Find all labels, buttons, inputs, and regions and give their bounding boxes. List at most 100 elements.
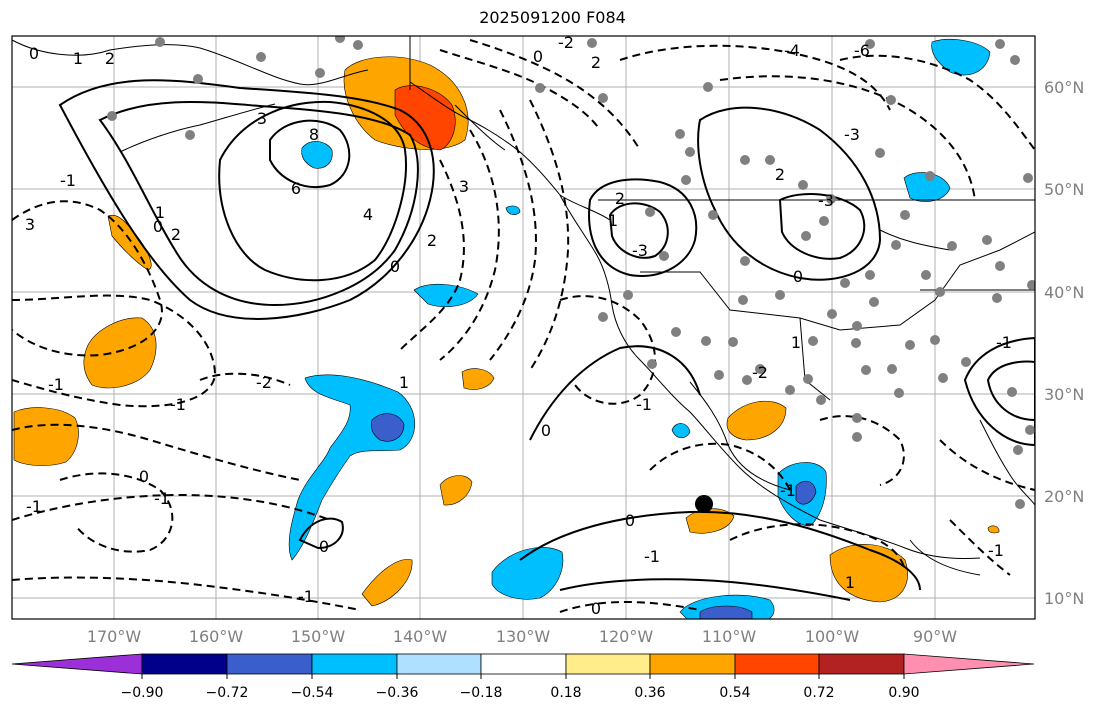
anomaly-caribbean bbox=[987, 525, 1000, 534]
contour-label: 0 bbox=[139, 467, 149, 486]
contour-label: 2 bbox=[171, 225, 181, 244]
colorbar-ticks bbox=[141, 674, 905, 679]
longitude-axis: 170°W 160°W 150°W 140°W 130°W 120°W 110°… bbox=[87, 627, 957, 646]
positive-anomaly-regions bbox=[13, 56, 1000, 607]
contour-label: 0 bbox=[533, 47, 543, 66]
contour-label: -1 bbox=[60, 171, 76, 190]
colorbar-segment bbox=[818, 653, 905, 675]
anomaly-great-lakes-north bbox=[903, 172, 951, 202]
contour-label: 2 bbox=[591, 53, 601, 72]
contour-label: -2 bbox=[256, 373, 272, 392]
anomaly-northeast-corner bbox=[931, 38, 991, 76]
colorbar-segment bbox=[734, 653, 820, 675]
contour-label: -6 bbox=[854, 41, 870, 60]
anomaly-pacific-small bbox=[413, 283, 479, 307]
anomaly-east-pacific bbox=[671, 423, 691, 439]
lon-label: 150°W bbox=[291, 627, 346, 646]
contour-label: 3 bbox=[257, 109, 267, 128]
anomaly-pacific-tiny bbox=[505, 205, 521, 215]
anomaly-mexico-interior bbox=[726, 400, 787, 441]
contour-label: -1 bbox=[170, 395, 186, 414]
lon-label: 170°W bbox=[87, 627, 142, 646]
contour-label: -1 bbox=[26, 497, 42, 516]
lon-label: 110°W bbox=[702, 627, 757, 646]
contour-label: 0 bbox=[390, 257, 400, 276]
map-title: 2025091200 F084 bbox=[479, 8, 626, 27]
contour-label: -1 bbox=[298, 587, 314, 606]
colorbar-tick-label: −0.54 bbox=[291, 685, 334, 701]
colorbar-segment bbox=[480, 653, 567, 675]
anomaly-subtropics-south bbox=[491, 547, 564, 600]
contour-label: -1 bbox=[636, 395, 652, 414]
contour-label: 1 bbox=[845, 573, 855, 592]
gridlines bbox=[12, 36, 1035, 619]
lat-label: 60°N bbox=[1044, 78, 1084, 97]
contour-label: 1 bbox=[608, 211, 618, 230]
storm-position-marker bbox=[695, 495, 713, 513]
contour-label: 3 bbox=[25, 215, 35, 234]
contour-label: 2 bbox=[427, 231, 437, 250]
colorbar-segment bbox=[649, 653, 736, 675]
colorbar-segment bbox=[396, 653, 482, 675]
colorbar-tick-label: 0.90 bbox=[888, 685, 919, 701]
lat-label: 30°N bbox=[1044, 385, 1084, 404]
colorbar-segment bbox=[141, 653, 228, 675]
contour-label: 1 bbox=[791, 333, 801, 352]
contour-label: 0 bbox=[319, 537, 329, 556]
contour-label: -3 bbox=[844, 125, 860, 144]
contour-label: -3 bbox=[818, 191, 834, 210]
contour-label: 1 bbox=[399, 373, 409, 392]
contour-label: -1 bbox=[644, 547, 660, 566]
solid-contours bbox=[58, 79, 1035, 601]
contour-label: 0 bbox=[591, 599, 601, 618]
colorbar-tick-label: −0.18 bbox=[460, 685, 503, 701]
lat-label: 40°N bbox=[1044, 283, 1084, 302]
contour-label: 0 bbox=[625, 511, 635, 530]
latitude-axis: 60°N 50°N 40°N 30°N 20°N 10°N bbox=[1044, 78, 1084, 608]
anomaly-west-pacific-2 bbox=[83, 317, 157, 389]
lat-label: 50°N bbox=[1044, 180, 1084, 199]
contour-label: 6 bbox=[291, 179, 301, 198]
lat-label: 20°N bbox=[1044, 487, 1084, 506]
colorbar-tick-label: 0.54 bbox=[719, 685, 750, 701]
contour-label: 0 bbox=[29, 44, 39, 63]
colorbar bbox=[11, 653, 1035, 675]
contour-label: 0 bbox=[541, 421, 551, 440]
contour-label: 4 bbox=[363, 205, 373, 224]
station-markers bbox=[107, 36, 1035, 509]
contour-label: 2 bbox=[775, 165, 785, 184]
contour-label: -1 bbox=[988, 541, 1004, 560]
anomaly-central-america bbox=[829, 544, 908, 603]
contour-label: -3 bbox=[632, 241, 648, 260]
colorbar-tick-label: −0.36 bbox=[376, 685, 419, 701]
anomaly-central-pacific-1 bbox=[461, 368, 495, 390]
negative-anomaly-regions bbox=[288, 38, 991, 619]
anomaly-alaska-low bbox=[301, 141, 333, 169]
contour-label: 2 bbox=[105, 49, 115, 68]
anomaly-mexico-core bbox=[795, 480, 817, 505]
lon-label: 100°W bbox=[805, 627, 860, 646]
colorbar-segment bbox=[903, 653, 1035, 675]
contour-label: -1 bbox=[780, 481, 796, 500]
anomaly-west-pacific-3 bbox=[13, 407, 79, 466]
anomaly-west-pacific-1 bbox=[107, 214, 152, 271]
colorbar-segment bbox=[565, 653, 651, 675]
contour-label: 1 bbox=[73, 49, 83, 68]
contour-label: 3 bbox=[459, 177, 469, 196]
anomaly-central-pacific-2 bbox=[439, 475, 473, 506]
colorbar-segment bbox=[311, 653, 398, 675]
contour-label: 2 bbox=[615, 189, 625, 208]
colorbar-tick-label: 0.18 bbox=[550, 685, 581, 701]
colorbar-tick-label: −0.72 bbox=[206, 685, 249, 701]
lon-label: 90°W bbox=[913, 627, 957, 646]
contour-label: -1 bbox=[48, 375, 64, 394]
contour-label: 1 bbox=[155, 203, 165, 222]
colorbar-tick-label: 0.72 bbox=[803, 685, 834, 701]
contour-label: 8 bbox=[309, 125, 319, 144]
colorbar-labels: −0.90 −0.72 −0.54 −0.36 −0.18 0.18 0.36 … bbox=[121, 685, 920, 701]
anomaly-south-bottom-core bbox=[699, 605, 753, 619]
lon-label: 120°W bbox=[599, 627, 654, 646]
anomaly-central-pacific-3 bbox=[361, 559, 413, 607]
contour-labels: 0 1 2 3 8 6 4 2 1 0 3 2 0 2 1 -3 -3 -2 -… bbox=[25, 33, 1012, 618]
map-frame bbox=[11, 35, 1036, 620]
